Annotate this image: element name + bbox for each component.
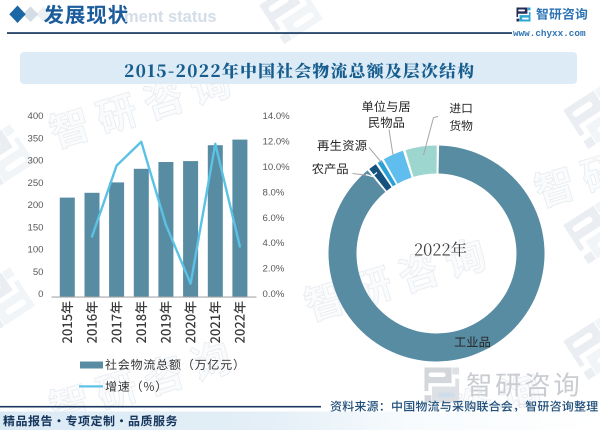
- svg-text:6.0%: 6.0%: [263, 213, 285, 224]
- svg-text:300: 300: [27, 156, 43, 167]
- svg-text:8.0%: 8.0%: [263, 187, 285, 198]
- svg-text:12.0%: 12.0%: [263, 137, 291, 148]
- svg-text:250: 250: [27, 178, 43, 189]
- svg-text:4.0%: 4.0%: [263, 238, 285, 249]
- svg-text:2.0%: 2.0%: [263, 264, 285, 275]
- svg-text:100: 100: [27, 245, 43, 256]
- svg-text:350: 350: [27, 133, 43, 144]
- svg-text:www.chyxx.com: www.chyxx.com: [513, 28, 586, 39]
- svg-text:400: 400: [27, 111, 43, 122]
- svg-text:10.0%: 10.0%: [263, 162, 291, 173]
- svg-text:0: 0: [38, 289, 43, 300]
- svg-text:14.0%: 14.0%: [263, 111, 291, 122]
- svg-text:ment status: ment status: [124, 8, 217, 26]
- svg-text:50: 50: [33, 267, 44, 278]
- svg-text:150: 150: [27, 222, 43, 233]
- svg-text:0.0%: 0.0%: [263, 289, 285, 300]
- svg-text:www.chyxx.com: www.chyxx.com: [470, 402, 533, 411]
- svg-text:200: 200: [27, 200, 43, 211]
